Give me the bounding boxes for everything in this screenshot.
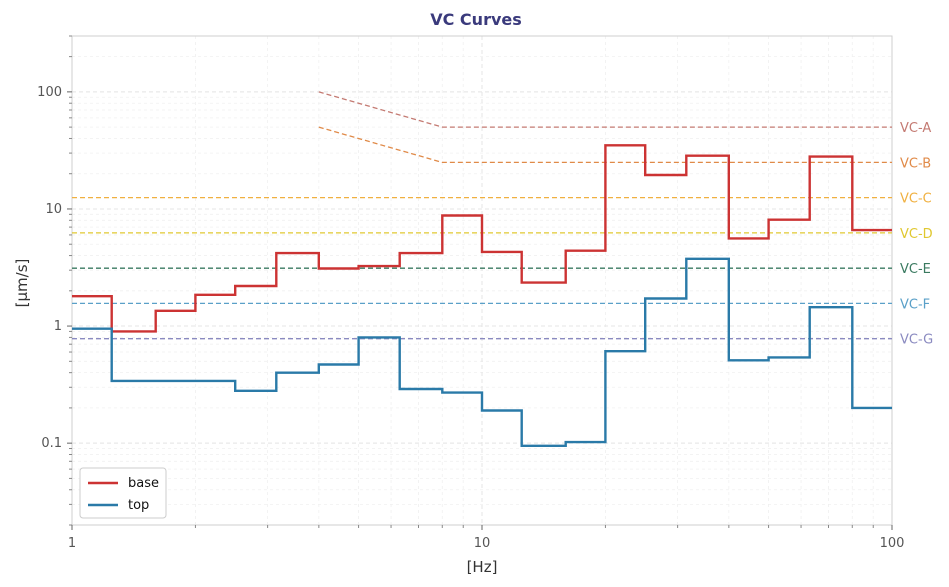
major-grid (71, 36, 892, 525)
vc-label-vc-d: VC-D (900, 227, 933, 242)
data-series (72, 144, 892, 447)
series-line-base (72, 144, 892, 333)
x-tick-label: 1 (68, 536, 76, 551)
vc-label-vc-c: VC-C (900, 192, 932, 207)
axis-ticks: 1 10 100 0.1 1 10 100 (37, 35, 905, 551)
vc-label-vc-f: VC-F (900, 297, 930, 312)
series-line-top (72, 257, 892, 447)
x-axis-label: [Hz] (467, 558, 498, 576)
legend: base top (79, 467, 167, 519)
vc-label-vc-g: VC-G (900, 333, 933, 348)
chart-title: VC Curves (430, 10, 522, 29)
vc-line-vc-a (318, 91, 892, 128)
y-tick-label: 10 (45, 202, 62, 217)
vc-label-vc-b: VC-B (900, 156, 931, 171)
y-tick-label: 1 (54, 319, 62, 334)
vc-label-vc-e: VC-E (900, 262, 931, 277)
y-tick-label: 0.1 (41, 436, 62, 451)
vc-label-vc-a: VC-A (900, 121, 931, 136)
x-tick-label: 10 (474, 536, 491, 551)
legend-label-top: top (128, 498, 149, 513)
legend-label-base: base (128, 476, 159, 491)
vc-line-vc-b (318, 126, 892, 164)
x-tick-label: 100 (880, 536, 905, 551)
y-tick-label: 100 (37, 85, 62, 100)
y-axis-label: [μm/s] (13, 259, 31, 308)
